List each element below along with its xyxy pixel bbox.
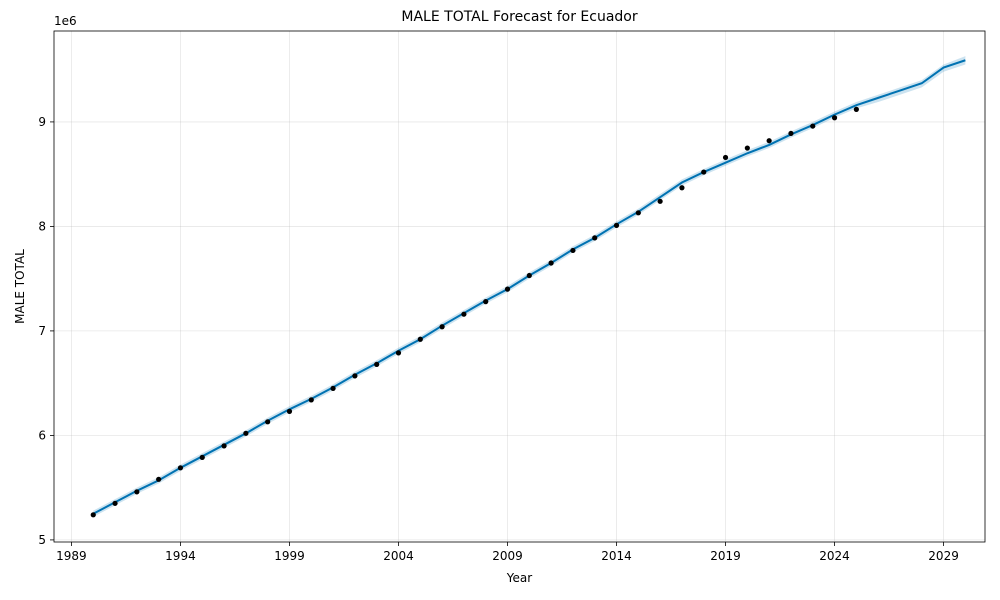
observed-point <box>831 115 838 121</box>
x-tick-label: 1989 <box>56 549 87 563</box>
observed-point <box>243 430 249 436</box>
y-offset-label: 1e6 <box>54 14 77 28</box>
observed-point <box>177 465 184 471</box>
observed-point <box>526 272 532 279</box>
observed-point <box>461 311 467 317</box>
observed-point <box>570 247 576 254</box>
observed-point <box>701 169 707 175</box>
observed-point <box>221 443 227 449</box>
observed-point <box>788 130 794 137</box>
observed-point <box>417 336 423 342</box>
observed-point <box>722 154 729 161</box>
observed-point <box>112 500 118 506</box>
observed-point <box>330 385 336 391</box>
observed-point <box>504 286 511 292</box>
observed-point <box>548 260 554 266</box>
observed-point <box>265 419 271 425</box>
grid-layer <box>54 31 985 542</box>
observed-point <box>613 222 620 228</box>
observed-point <box>635 210 641 216</box>
observed-point <box>853 106 859 112</box>
y-axis-ticks: 5 6 7 8 9 <box>38 115 54 547</box>
y-tick-label: 5 <box>38 533 46 547</box>
observed-point <box>374 361 380 367</box>
x-tick-label: 1999 <box>274 549 305 563</box>
observed-point <box>439 324 445 330</box>
x-tick-label: 1994 <box>165 549 196 563</box>
y-axis-label: MALE TOTAL <box>13 249 27 324</box>
x-tick-label: 2009 <box>492 549 523 563</box>
x-tick-label: 2024 <box>819 549 850 563</box>
observed-point <box>286 408 293 414</box>
observed-point <box>395 350 402 356</box>
observed-point <box>592 235 598 241</box>
observed-point <box>657 198 663 204</box>
x-axis-ticks: 1989 1994 1999 2004 2009 2014 2019 2024 2029 <box>56 542 959 563</box>
y-tick-label: 8 <box>38 219 46 233</box>
observed-point <box>156 476 162 482</box>
observed-point <box>308 397 314 403</box>
observed-point <box>352 373 358 379</box>
x-tick-label: 2029 <box>928 549 959 563</box>
x-tick-label: 2019 <box>710 549 741 563</box>
observed-point <box>199 454 205 460</box>
x-tick-label: 2014 <box>601 549 632 563</box>
y-tick-label: 6 <box>38 428 46 442</box>
observed-point <box>766 138 772 144</box>
plot-frame <box>53 30 986 543</box>
y-tick-label: 7 <box>38 324 46 338</box>
observed-point <box>134 489 140 495</box>
x-axis-label: Year <box>506 571 532 585</box>
x-tick-label: 2004 <box>383 549 414 563</box>
observed-point <box>810 123 816 129</box>
observed-point <box>90 512 96 518</box>
chart-title: MALE TOTAL Forecast for Ecuador <box>401 9 637 25</box>
y-tick-label: 9 <box>38 115 46 129</box>
observed-point <box>679 185 685 191</box>
observed-point <box>483 299 489 305</box>
observed-points <box>90 106 859 518</box>
observed-point <box>744 145 750 151</box>
